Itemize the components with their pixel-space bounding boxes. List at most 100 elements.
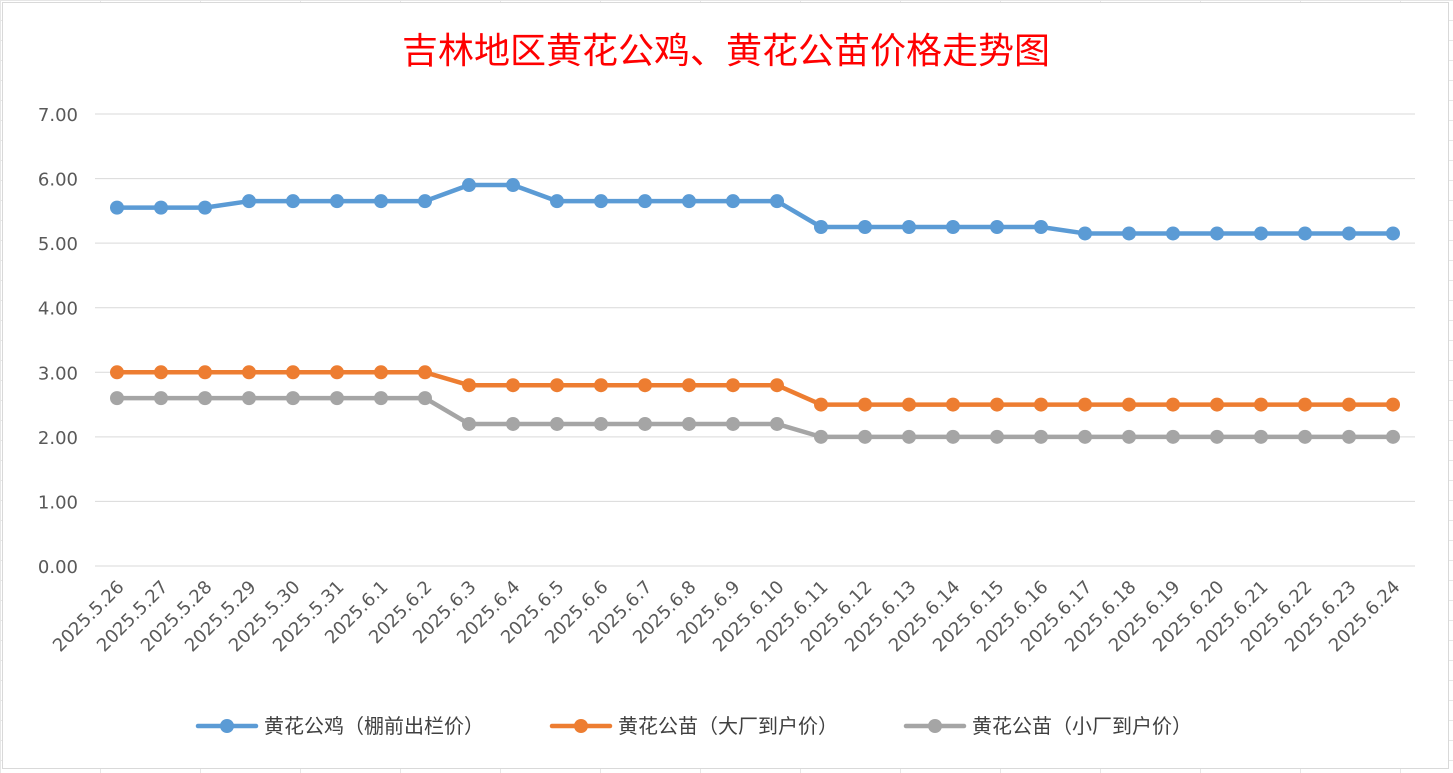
- data-point: [814, 429, 828, 444]
- data-point: [418, 365, 432, 380]
- data-point: [286, 391, 300, 406]
- y-tick-label: 6.00: [38, 170, 78, 191]
- legend-marker: [928, 719, 942, 733]
- data-point: [858, 220, 872, 234]
- data-point: [638, 194, 652, 209]
- data-point: [1166, 226, 1180, 241]
- legend-item[interactable]: 黄花公苗（大厂到户价）: [549, 714, 838, 738]
- data-point: [198, 365, 212, 380]
- data-point: [1166, 397, 1180, 412]
- data-point: [990, 220, 1004, 234]
- data-point: [1386, 226, 1400, 241]
- data-point: [1254, 397, 1268, 412]
- data-point: [462, 378, 476, 393]
- series-line: [114, 395, 1396, 440]
- data-point: [726, 416, 740, 431]
- data-point: [154, 391, 168, 406]
- data-point: [902, 429, 916, 444]
- data-point: [1078, 226, 1092, 241]
- data-point: [550, 416, 564, 431]
- data-point: [110, 391, 124, 406]
- data-point: [1386, 397, 1400, 412]
- data-point: [154, 365, 168, 380]
- legend-label: 黄花公苗（小厂到户价）: [972, 714, 1192, 738]
- data-point: [990, 429, 1004, 444]
- data-point: [1122, 397, 1136, 412]
- series-line: [114, 370, 1396, 407]
- data-point: [1034, 429, 1048, 444]
- legend[interactable]: 黄花公鸡（棚前出栏价） 黄花公苗（大厂到户价） 黄花公苗（小厂到户价）: [195, 714, 1192, 738]
- data-point: [946, 429, 960, 444]
- data-point: [638, 378, 652, 393]
- y-tick-label: 3.00: [38, 363, 78, 384]
- y-tick-label: 0.00: [38, 557, 78, 578]
- series-0: [110, 178, 1400, 241]
- legend-label: 黄花公苗（大厂到户价）: [618, 714, 838, 738]
- data-point: [682, 194, 696, 209]
- data-point: [902, 220, 916, 234]
- data-point: [198, 200, 212, 215]
- data-point: [330, 194, 344, 209]
- x-axis-tick-labels: 2025.5.262025.5.272025.5.282025.5.292025…: [49, 577, 1405, 657]
- legend-marker: [220, 719, 234, 733]
- data-point: [330, 391, 344, 406]
- data-point: [462, 416, 476, 431]
- data-point: [1078, 397, 1092, 412]
- data-point: [374, 365, 388, 380]
- data-point: [1210, 397, 1224, 412]
- data-point: [1298, 429, 1312, 444]
- gridlines: [95, 113, 1415, 567]
- data-point: [726, 194, 740, 209]
- data-point: [770, 194, 784, 209]
- data-point: [1210, 226, 1224, 241]
- data-point: [946, 220, 960, 234]
- series-lines: [110, 178, 1400, 444]
- data-point: [418, 391, 432, 406]
- data-point: [506, 178, 520, 193]
- data-point: [506, 416, 520, 431]
- data-point: [1342, 429, 1356, 444]
- data-point: [726, 378, 740, 393]
- y-tick-label: 4.00: [38, 299, 78, 320]
- data-point: [242, 194, 256, 209]
- data-point: [1210, 429, 1224, 444]
- data-point: [1034, 220, 1048, 234]
- data-point: [902, 397, 916, 412]
- chart-title: 吉林地区黄花公鸡、黄花公苗价格走势图: [402, 31, 1050, 72]
- data-point: [330, 365, 344, 380]
- data-point: [1298, 226, 1312, 241]
- data-point: [1342, 226, 1356, 241]
- legend-item[interactable]: 黄花公苗（小厂到户价）: [903, 714, 1192, 738]
- data-point: [418, 194, 432, 209]
- data-point: [1298, 397, 1312, 412]
- data-point: [990, 397, 1004, 412]
- data-point: [1254, 429, 1268, 444]
- data-point: [286, 365, 300, 380]
- data-point: [814, 397, 828, 412]
- data-point: [814, 220, 828, 234]
- data-point: [638, 416, 652, 431]
- y-tick-label: 1.00: [38, 492, 78, 513]
- data-point: [594, 194, 608, 209]
- y-tick-label: 7.00: [38, 105, 78, 126]
- data-point: [1122, 429, 1136, 444]
- data-point: [858, 397, 872, 412]
- data-point: [154, 200, 168, 215]
- data-point: [858, 429, 872, 444]
- data-point: [1254, 226, 1268, 241]
- data-point: [286, 194, 300, 209]
- data-point: [682, 378, 696, 393]
- data-point: [110, 200, 124, 215]
- data-point: [242, 365, 256, 380]
- legend-marker: [574, 719, 588, 733]
- series-line: [114, 182, 1396, 236]
- y-tick-label: 5.00: [38, 234, 78, 255]
- y-tick-label: 2.00: [38, 428, 78, 449]
- data-point: [374, 391, 388, 406]
- legend-item[interactable]: 黄花公鸡（棚前出栏价）: [195, 714, 484, 738]
- data-point: [374, 194, 388, 209]
- data-point: [1342, 397, 1356, 412]
- data-point: [1386, 429, 1400, 444]
- data-point: [1034, 397, 1048, 412]
